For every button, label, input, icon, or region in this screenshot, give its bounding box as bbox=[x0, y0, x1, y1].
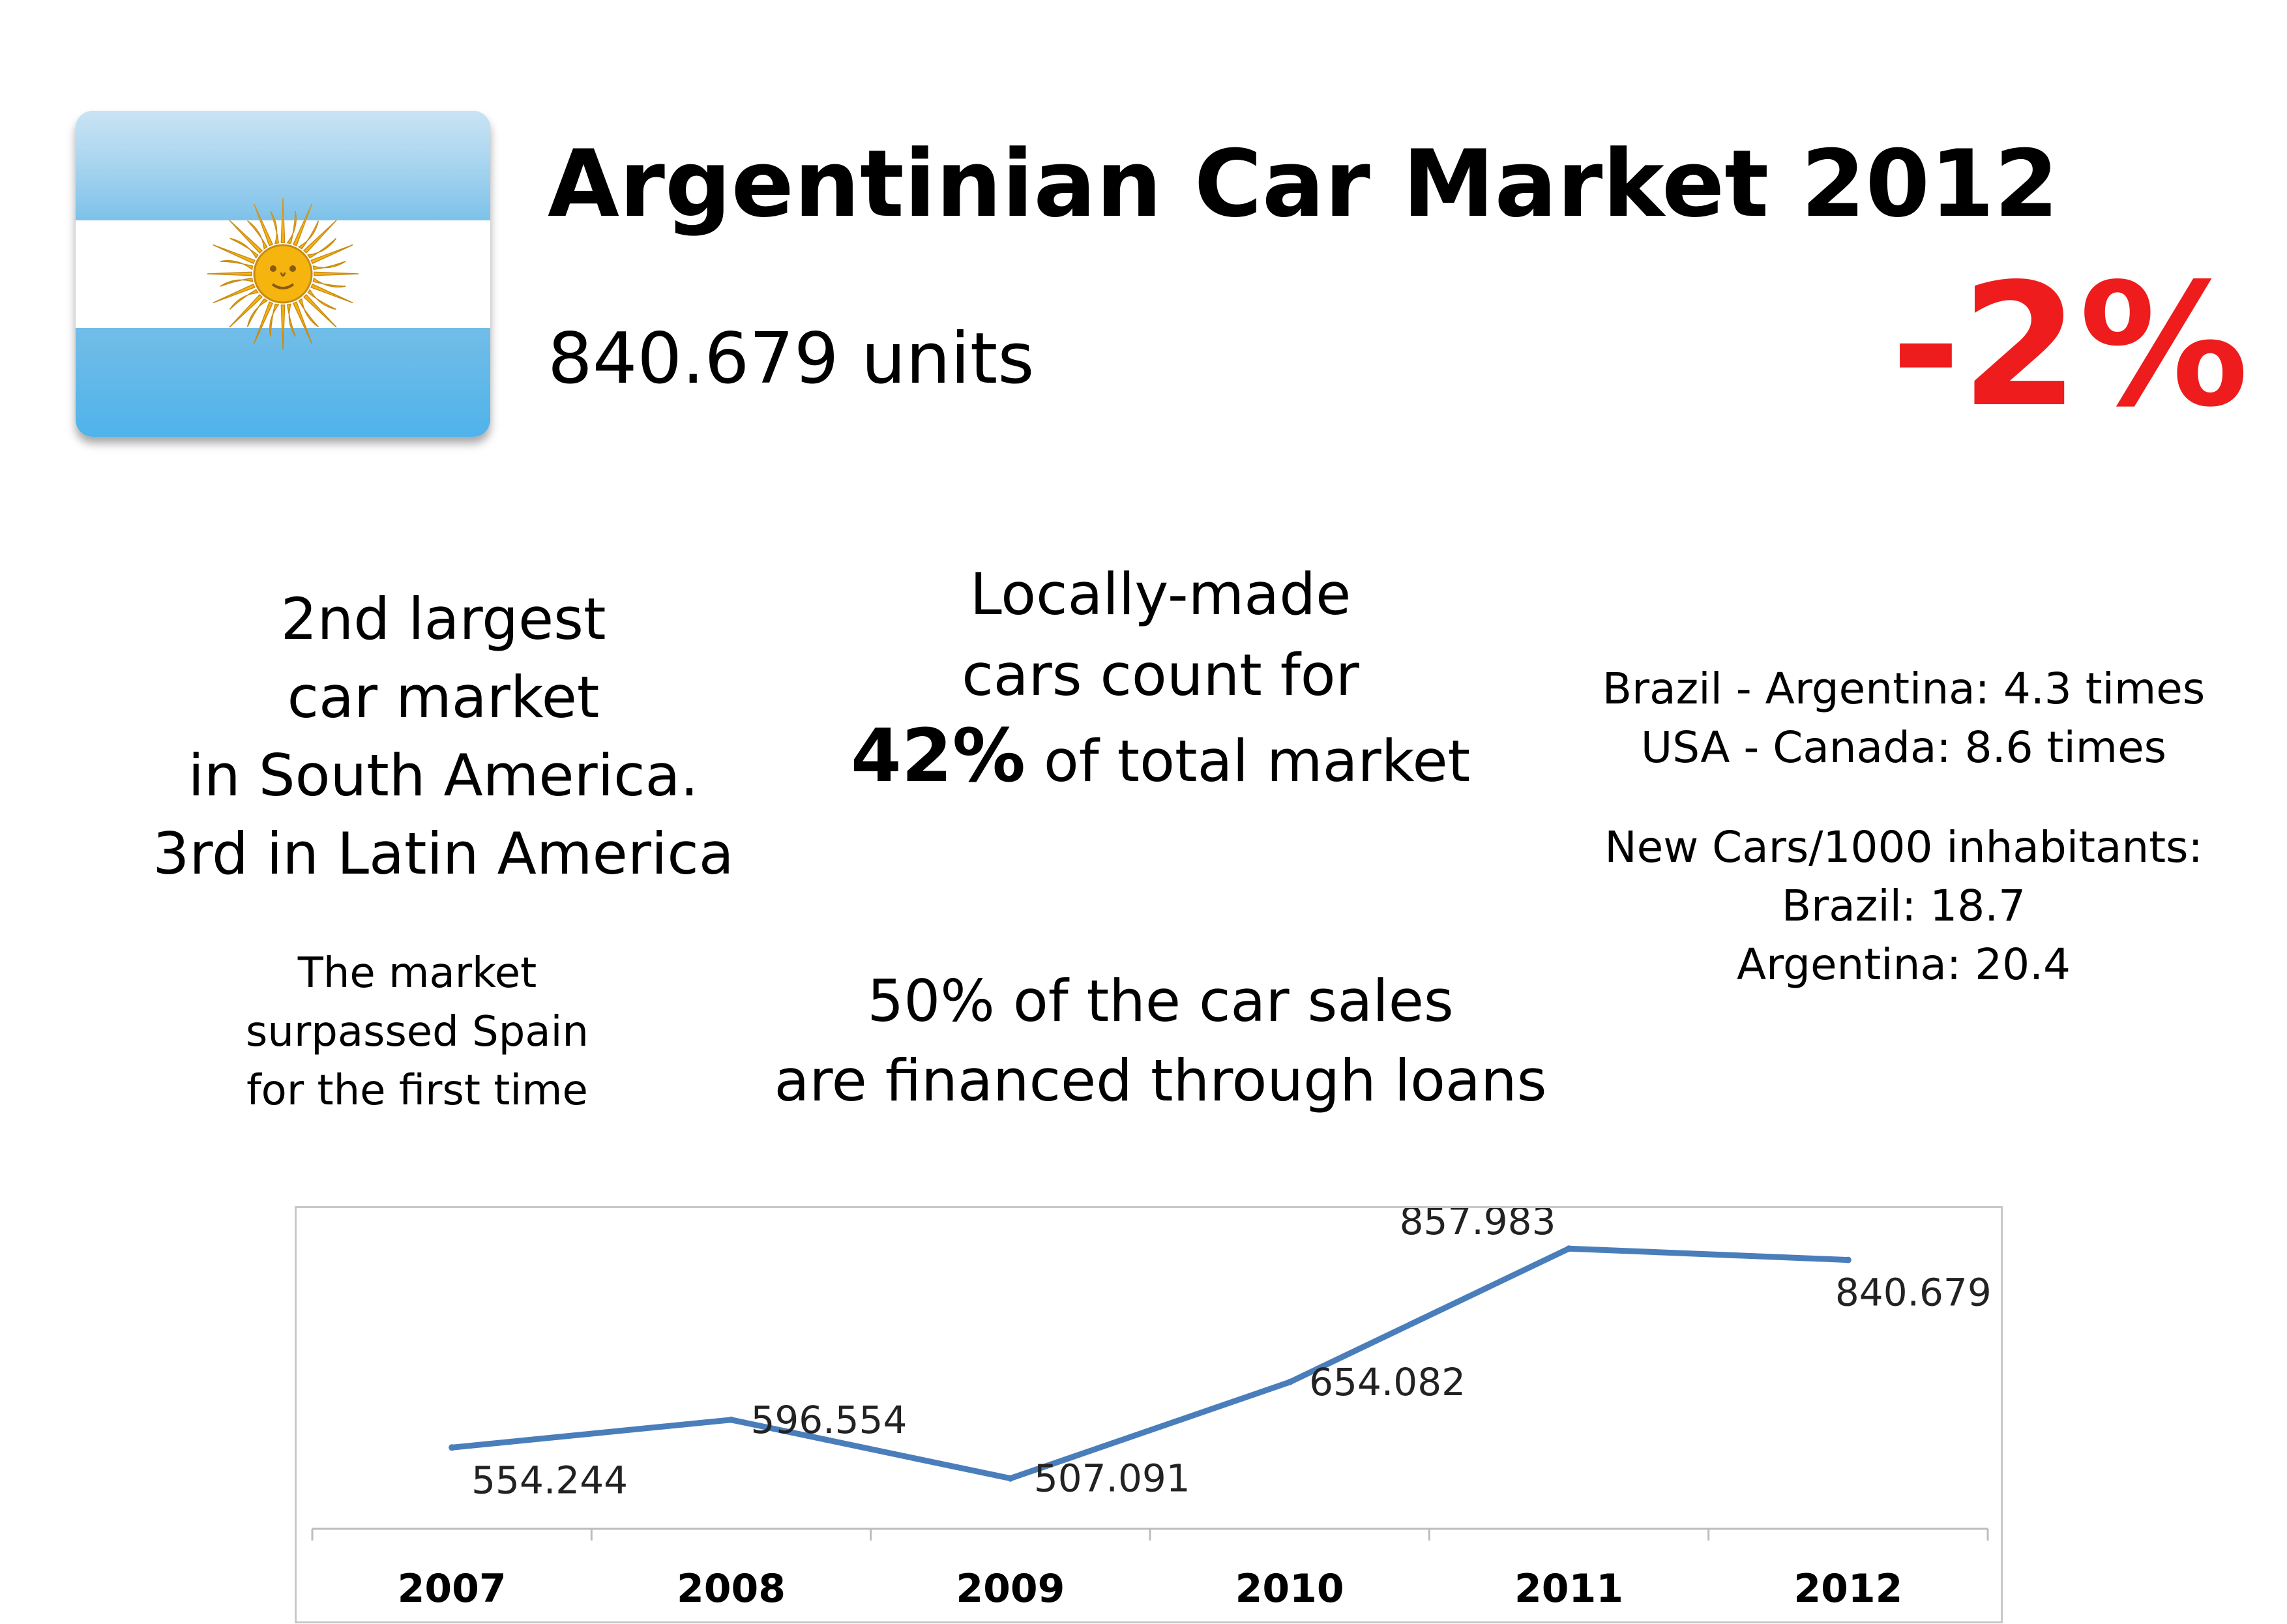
data-point bbox=[728, 1416, 735, 1423]
spain-line: for the first time bbox=[246, 1067, 588, 1115]
data-label: 596.554 bbox=[751, 1398, 907, 1442]
ratio-line: Brazil - Argentina: 4.3 times bbox=[1602, 664, 2206, 714]
x-tick-label: 2012 bbox=[1793, 1566, 1902, 1612]
spain-line: The market bbox=[297, 949, 537, 997]
series-line bbox=[449, 1245, 1852, 1482]
loans-text: 50% of the car sales are financed throug… bbox=[769, 962, 1552, 1121]
local-percent: 42% bbox=[850, 714, 1025, 799]
data-point bbox=[1007, 1475, 1014, 1482]
per-capita-line: Argentina: 20.4 bbox=[1736, 939, 2071, 990]
sales-line-chart: 2007 2008 2009 2010 2011 2012 554.244 596.554 50… bbox=[295, 1199, 2003, 1623]
loans-line: are financed through loans bbox=[774, 1047, 1547, 1114]
data-label: 857.983 bbox=[1400, 1208, 1556, 1243]
units-total: 840.679 units bbox=[548, 318, 1035, 400]
ranking-line: in South America. bbox=[188, 742, 699, 809]
spain-text: The market surpassed Spain for the first… bbox=[196, 944, 639, 1120]
ratio-line: USA - Canada: 8.6 times bbox=[1640, 722, 2167, 773]
chart-canvas: 2007 2008 2009 2010 2011 2012 554.244 596.554 50… bbox=[311, 1199, 1992, 1612]
data-point bbox=[1286, 1379, 1293, 1386]
x-tick-label: 2009 bbox=[956, 1566, 1065, 1612]
ranking-line: 3rd in Latin America bbox=[153, 820, 734, 887]
x-tick-label: 2008 bbox=[677, 1566, 786, 1612]
x-tick-label: 2007 bbox=[398, 1566, 507, 1612]
ratios-text: Brazil - Argentina: 4.3 times USA - Cana… bbox=[1578, 660, 2230, 777]
local-rest: of total market bbox=[1025, 728, 1471, 795]
change-percent: -2% bbox=[1891, 248, 2249, 445]
argentina-flag-icon bbox=[76, 111, 490, 437]
x-tick-label: 2010 bbox=[1235, 1566, 1344, 1612]
per-capita-line: Brazil: 18.7 bbox=[1781, 881, 2026, 931]
sun-of-may-icon bbox=[207, 198, 359, 350]
spain-line: surpassed Spain bbox=[246, 1008, 589, 1056]
data-point bbox=[1565, 1245, 1572, 1252]
loans-line: 50% of the car sales bbox=[867, 967, 1454, 1035]
data-point bbox=[1844, 1256, 1852, 1263]
data-point bbox=[449, 1444, 456, 1451]
local-line: Locally-made bbox=[969, 561, 1351, 628]
data-label: 507.091 bbox=[1034, 1456, 1190, 1501]
data-label: 554.244 bbox=[471, 1458, 628, 1502]
data-label: 840.679 bbox=[1835, 1271, 1992, 1315]
local-line: cars count for bbox=[962, 642, 1359, 709]
per-capita-text: New Cars/1000 inhabitants: Brazil: 18.7 … bbox=[1578, 818, 2230, 994]
local-production-text: Locally-made cars count for 42% of total… bbox=[769, 554, 1552, 802]
x-tick-label: 2011 bbox=[1514, 1566, 1623, 1612]
ranking-text: 2nd largest car market in South America.… bbox=[117, 580, 769, 893]
ranking-line: 2nd largest bbox=[280, 585, 606, 653]
local-line: 42% of total market bbox=[769, 716, 1552, 802]
ranking-line: car market bbox=[287, 664, 600, 731]
page-title: Argentinian Car Market 2012 bbox=[548, 130, 2059, 238]
flag-gloss bbox=[76, 111, 490, 241]
per-capita-line: New Cars/1000 inhabitants: bbox=[1604, 822, 2203, 872]
data-label: 654.082 bbox=[1309, 1360, 1466, 1404]
